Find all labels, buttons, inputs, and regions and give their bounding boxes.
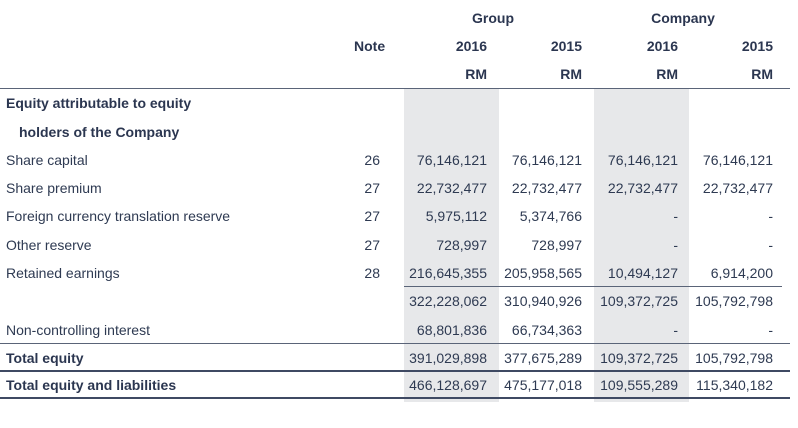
- year-group-2015: 2015: [550, 38, 582, 54]
- row-label: Other reserve: [6, 237, 92, 253]
- total-equity-bottom-divider: [0, 370, 790, 372]
- cell-company-2015: 76,146,121: [702, 152, 773, 168]
- currency-company-2015: RM: [751, 66, 773, 82]
- year-group-2016: 2016: [455, 38, 487, 54]
- year-company-2015: 2015: [741, 38, 773, 54]
- total-equity-group-2016: 391,029,898: [409, 350, 487, 366]
- currency-group-2015: RM: [560, 66, 582, 82]
- cell-company-2016: 22,732,477: [607, 180, 678, 196]
- row-label: Retained earnings: [6, 265, 120, 281]
- company-header: Company: [651, 10, 715, 26]
- total-eq-liab-group-2016: 466,128,697: [409, 377, 487, 393]
- cell-group-2015: 22,732,477: [511, 180, 582, 196]
- row-note: 27: [364, 180, 380, 196]
- cell-group-2016: 76,146,121: [416, 152, 487, 168]
- currency-company-2016: RM: [656, 66, 678, 82]
- nci-group-2016: 68,801,836: [416, 322, 487, 338]
- cell-group-2015: 728,997: [531, 237, 582, 253]
- row-note: 26: [364, 152, 380, 168]
- cell-company-2016: 76,146,121: [607, 152, 678, 168]
- company-2016-column-shade: [594, 88, 689, 402]
- row-label: Foreign currency translation reserve: [6, 208, 231, 224]
- year-company-2016: 2016: [646, 38, 678, 54]
- nci-company-2015: -: [768, 322, 773, 338]
- cell-company-2015: 6,914,200: [710, 265, 773, 281]
- total-eq-liab-company-2016: 109,555,289: [600, 377, 678, 393]
- row-note: 27: [364, 208, 380, 224]
- section-heading-line2: holders of the Company: [19, 124, 180, 140]
- header-divider: [0, 88, 790, 89]
- subtotal-group-2015: 310,940,926: [504, 293, 582, 309]
- total-eq-liab-company-2015: 115,340,182: [696, 377, 773, 393]
- subtotal-company-2016: 109,372,725: [600, 293, 678, 309]
- group-header: Group: [472, 10, 514, 26]
- total-equity-company-2016: 109,372,725: [600, 350, 678, 366]
- cell-group-2016: 5,975,112: [425, 208, 487, 224]
- subtotal-group-2016: 322,228,062: [409, 293, 487, 309]
- nci-label: Non-controlling interest: [6, 322, 150, 338]
- cell-group-2015: 5,374,766: [519, 208, 582, 224]
- section-heading-line1: Equity attributable to equity: [6, 95, 192, 111]
- cell-group-2016: 728,997: [436, 237, 487, 253]
- total-equity-top-divider: [0, 343, 790, 344]
- currency-group-2016: RM: [465, 66, 487, 82]
- row-note: 28: [364, 265, 380, 281]
- row-note: 27: [364, 237, 380, 253]
- total-eq-liab-group-2015: 475,177,018: [504, 377, 582, 393]
- total-equity-label: Total equity: [6, 350, 84, 366]
- cell-group-2015: 205,958,565: [504, 265, 582, 281]
- note-header: Note: [354, 38, 386, 54]
- cell-company-2016: -: [673, 237, 678, 253]
- row-label: Share premium: [6, 180, 102, 196]
- nci-company-2016: -: [673, 322, 678, 338]
- cell-company-2015: -: [768, 237, 773, 253]
- cell-company-2015: -: [768, 208, 773, 224]
- cell-group-2016: 22,732,477: [416, 180, 487, 196]
- cell-company-2016: -: [673, 208, 678, 224]
- cell-company-2015: 22,732,477: [702, 180, 773, 196]
- total-equity-group-2015: 377,675,289: [504, 350, 582, 366]
- cell-company-2016: 10,494,127: [607, 265, 678, 281]
- total-equity-company-2015: 105,792,798: [695, 350, 773, 366]
- nci-group-2015: 66,734,363: [511, 322, 582, 338]
- group-2016-column-shade: [404, 88, 499, 402]
- grand-total-divider: [0, 397, 790, 399]
- cell-group-2016: 216,645,355: [409, 265, 487, 281]
- row-label: Share capital: [6, 152, 88, 168]
- total-equity-liabilities-label: Total equity and liabilities: [6, 377, 177, 393]
- cell-group-2015: 76,146,121: [511, 152, 582, 168]
- subtotal-divider: [404, 286, 782, 287]
- subtotal-company-2015: 105,792,798: [695, 293, 773, 309]
